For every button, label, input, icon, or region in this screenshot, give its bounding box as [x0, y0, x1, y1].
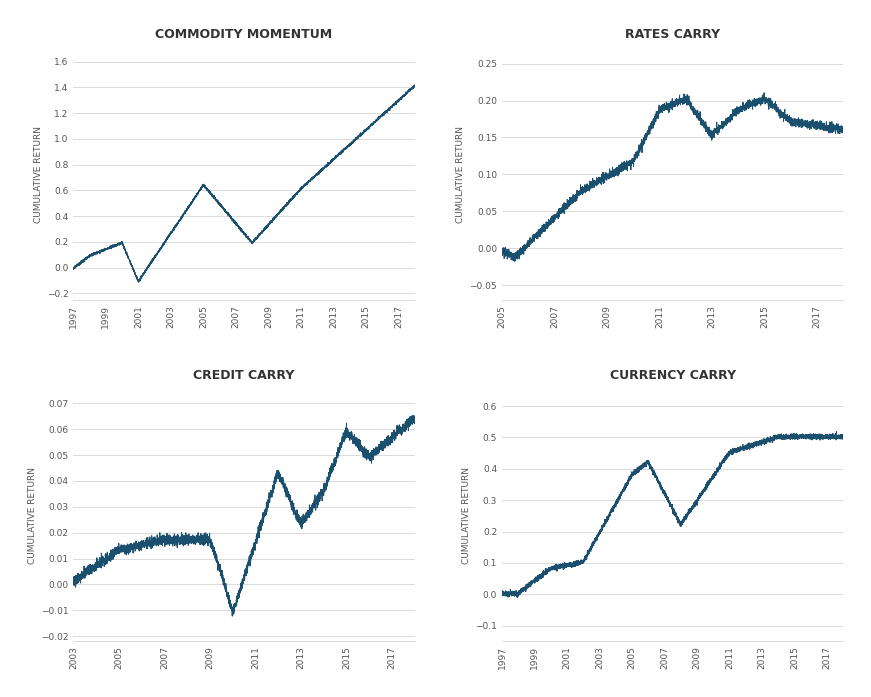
Title: CURRENCY CARRY: CURRENCY CARRY [610, 369, 736, 383]
Y-axis label: CUMULATIVE RETURN: CUMULATIVE RETURN [463, 468, 471, 565]
Y-axis label: CUMULATIVE RETURN: CUMULATIVE RETURN [28, 468, 37, 565]
Title: COMMODITY MOMENTUM: COMMODITY MOMENTUM [156, 28, 333, 41]
Title: CREDIT CARRY: CREDIT CARRY [193, 369, 294, 383]
Y-axis label: CUMULATIVE RETURN: CUMULATIVE RETURN [34, 126, 43, 223]
Title: RATES CARRY: RATES CARRY [625, 28, 720, 41]
Y-axis label: CUMULATIVE RETURN: CUMULATIVE RETURN [456, 126, 465, 223]
